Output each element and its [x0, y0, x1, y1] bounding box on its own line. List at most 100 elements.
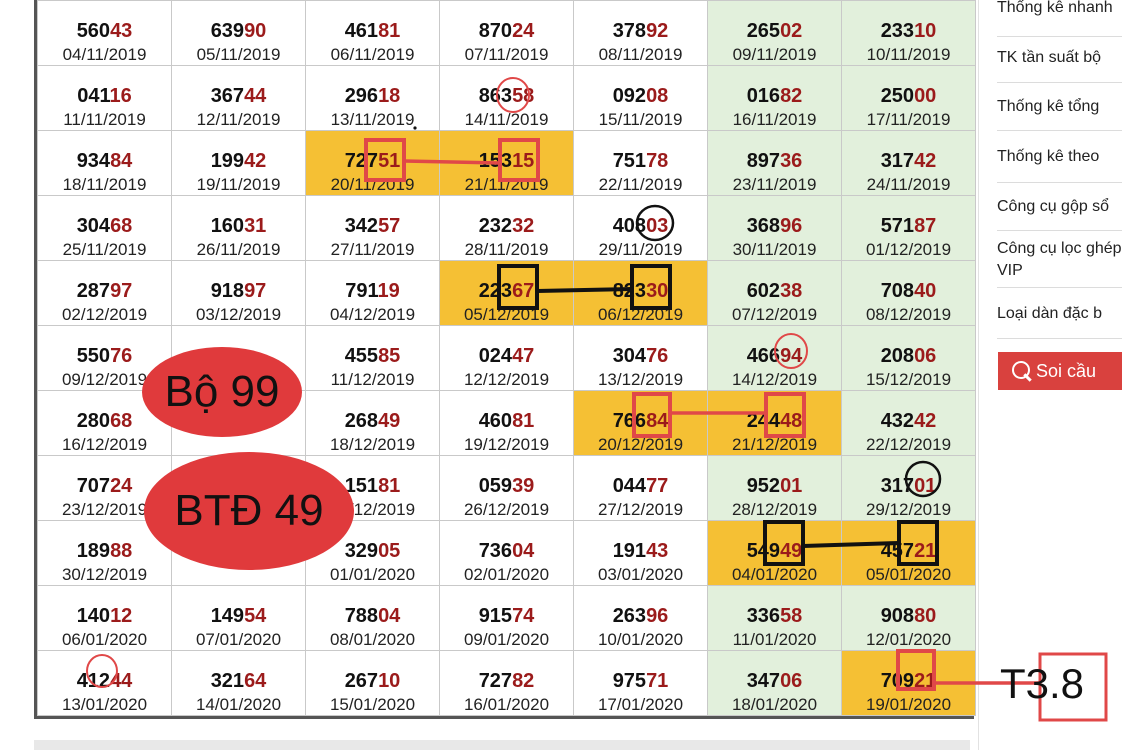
- result-date: 22/11/2019: [598, 175, 683, 194]
- number-lead: 265: [746, 20, 781, 42]
- result-number: 24448: [708, 410, 841, 432]
- result-date: 17/11/2019: [866, 110, 951, 129]
- number-lead: 342: [344, 215, 379, 237]
- sidebar-item-filter-vip[interactable]: Công cụ lọc ghép VIP: [997, 232, 1122, 288]
- result-date: 01/01/2020: [329, 565, 416, 584]
- number-lead: 151: [344, 475, 379, 497]
- result-cell: 04477 27/12/2019: [573, 455, 708, 521]
- sidebar-item-special-set[interactable]: Loại dàn đặc b: [997, 290, 1122, 339]
- result-cell: 31701 29/12/2019: [841, 455, 976, 521]
- number-tail: 84: [646, 410, 669, 432]
- number-tail: 87: [914, 215, 937, 237]
- number-tail: 96: [780, 215, 803, 237]
- result-number: 70724: [38, 475, 171, 497]
- number-tail: 30: [646, 280, 669, 302]
- result-date: 10/11/2019: [866, 45, 951, 64]
- result-date: 13/11/2019: [330, 110, 415, 129]
- number-tail: 44: [244, 85, 267, 107]
- result-date: 07/12/2019: [731, 305, 818, 324]
- result-date: 05/12/2019: [463, 305, 550, 324]
- bubble-label: BTĐ 49: [174, 486, 324, 535]
- number-lead: 639: [210, 20, 245, 42]
- result-date: 12/12/2019: [463, 370, 550, 389]
- sidebar-item-label: TK tần suất bộ: [997, 49, 1102, 66]
- result-cell: 89736 23/11/2019: [707, 130, 842, 196]
- result-cell: 72751 20/11/2019: [305, 130, 440, 196]
- result-cell: 46694 14/12/2019: [707, 325, 842, 391]
- result-date: 13/12/2019: [597, 370, 684, 389]
- result-cell: 26396 10/01/2020: [573, 585, 708, 651]
- result-cell: 23310 10/11/2019: [841, 0, 976, 66]
- number-lead: 766: [612, 410, 647, 432]
- result-number: 91574: [440, 605, 573, 627]
- number-lead: 412: [76, 670, 111, 692]
- number-lead: 317: [880, 475, 915, 497]
- result-date: 08/12/2019: [865, 305, 952, 324]
- result-date: 29/12/2019: [865, 500, 952, 519]
- number-lead: 952: [746, 475, 781, 497]
- result-date: 19/11/2019: [196, 175, 281, 194]
- result-number: 04116: [38, 85, 171, 107]
- result-cell: 45585 11/12/2019: [305, 325, 440, 391]
- result-date: 15/12/2019: [865, 370, 952, 389]
- sidebar-item-total-stats[interactable]: Thống kê tổng: [997, 84, 1122, 131]
- result-cell: 25000 17/11/2019: [841, 65, 976, 131]
- result-date: 28/11/2019: [464, 240, 549, 259]
- result-date: 04/11/2019: [62, 45, 147, 64]
- number-tail: 58: [512, 85, 535, 107]
- soi-cau-button[interactable]: Soi cầu: [998, 352, 1122, 390]
- result-date: 11/01/2020: [732, 630, 817, 649]
- number-lead: 975: [612, 670, 647, 692]
- number-tail: 08: [646, 85, 669, 107]
- result-cell: 97571 17/01/2020: [573, 650, 708, 716]
- number-tail: 06: [914, 345, 937, 367]
- result-date: 15/01/2020: [329, 695, 416, 714]
- result-number: 72782: [440, 670, 573, 692]
- result-date: 15/11/2019: [598, 110, 683, 129]
- result-date: 06/01/2020: [61, 630, 148, 649]
- result-date: 10/01/2020: [597, 630, 684, 649]
- sidebar-item-frequency[interactable]: TK tần suất bộ: [997, 38, 1122, 83]
- result-number: 01682: [708, 85, 841, 107]
- t38-label: T3.8: [1000, 660, 1085, 707]
- number-lead: 223: [478, 280, 513, 302]
- sidebar-item-label: Thống kê tổng: [997, 98, 1100, 115]
- result-number: 09208: [574, 85, 707, 107]
- number-tail: 36: [780, 150, 803, 172]
- number-tail: 39: [512, 475, 535, 497]
- result-date: 27/12/2019: [597, 500, 684, 519]
- number-lead: 368: [746, 215, 781, 237]
- number-tail: 15: [512, 150, 535, 172]
- result-number: 19143: [574, 540, 707, 562]
- lottery-results-table: 56043 04/11/2019 63990 05/11/2019 46181 06/11…: [37, 0, 976, 716]
- result-number: 32905: [306, 540, 439, 562]
- number-lead: 153: [478, 150, 513, 172]
- sidebar-item-stats-by[interactable]: Thống kê theo: [997, 132, 1122, 183]
- number-lead: 378: [612, 20, 647, 42]
- result-date: 16/01/2020: [463, 695, 550, 714]
- number-tail: 42: [244, 150, 267, 172]
- number-tail: 67: [512, 280, 535, 302]
- number-tail: 82: [512, 670, 535, 692]
- number-tail: 32: [512, 215, 535, 237]
- result-number: 26710: [306, 670, 439, 692]
- result-cell: 16031 26/11/2019: [171, 195, 306, 261]
- number-tail: 78: [646, 150, 669, 172]
- number-tail: 00: [914, 85, 937, 107]
- result-number: 93484: [38, 150, 171, 172]
- number-tail: 31: [244, 215, 267, 237]
- result-cell: 57187 01/12/2019: [841, 195, 976, 261]
- result-date: 18/01/2020: [731, 695, 818, 714]
- number-lead: 708: [880, 280, 915, 302]
- result-number: 14954: [172, 605, 305, 627]
- result-cell: 46181 06/11/2019: [305, 0, 440, 66]
- number-lead: 208: [880, 345, 915, 367]
- result-date: 22/12/2019: [865, 435, 952, 454]
- sidebar-item-label: Thống kê theo: [997, 148, 1100, 165]
- sidebar-item-quick-stats[interactable]: Thống kê nhanh: [997, 0, 1122, 37]
- number-tail: 10: [914, 20, 937, 42]
- result-number: 26396: [574, 605, 707, 627]
- result-date: 28/12/2019: [731, 500, 818, 519]
- result-cell: 26502 09/11/2019: [707, 0, 842, 66]
- sidebar-item-merge-tool[interactable]: Công cụ gộp sổ: [997, 184, 1122, 231]
